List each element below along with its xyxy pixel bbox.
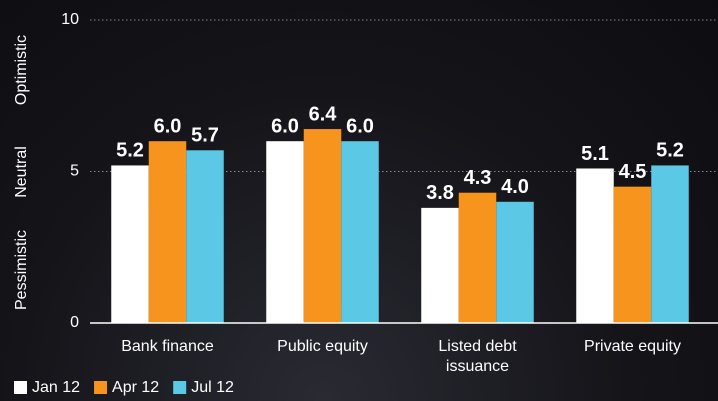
bar [111, 165, 149, 323]
bar [458, 192, 497, 323]
bar [576, 168, 614, 323]
bar [148, 141, 187, 323]
value-label: 6.0 [271, 115, 299, 137]
legend-swatch [94, 381, 108, 394]
bar [421, 207, 459, 323]
legend-swatch [14, 381, 27, 394]
value-label: 6.0 [346, 115, 374, 137]
y-tick-label: 10 [61, 11, 79, 28]
bar [186, 150, 224, 323]
bar [651, 165, 689, 323]
legend-swatch [173, 381, 187, 394]
value-label: 5.7 [191, 125, 219, 147]
value-label: 4.0 [501, 176, 529, 198]
bar [266, 141, 304, 323]
bar [496, 201, 534, 323]
x-tick-label: Private equity [584, 338, 681, 355]
bar [303, 129, 342, 323]
value-label: 3.8 [426, 182, 454, 204]
value-label: 4.5 [619, 161, 647, 183]
bar [613, 186, 652, 323]
y-tick-label: 5 [70, 163, 79, 180]
side-label: Optimistic [13, 35, 30, 105]
value-label: 5.2 [656, 140, 684, 162]
bar [341, 141, 379, 323]
side-label: Neutral [13, 146, 30, 198]
x-tick-label: Bank finance [121, 338, 214, 355]
value-label: 6.0 [154, 115, 182, 137]
side-label: Pessimistic [13, 230, 30, 310]
y-tick-label: 0 [70, 314, 79, 331]
x-tick-label: Listed debt issuance [438, 338, 517, 375]
x-tick-label: Public equity [277, 338, 368, 355]
value-label: 5.2 [116, 140, 144, 162]
legend-label: Jan 12 [32, 379, 80, 396]
legend-label: Apr 12 [112, 379, 159, 396]
value-label: 5.1 [581, 143, 609, 165]
value-label: 6.4 [309, 103, 338, 125]
value-label: 4.3 [464, 167, 492, 189]
legend-label: Jul 12 [191, 379, 234, 396]
